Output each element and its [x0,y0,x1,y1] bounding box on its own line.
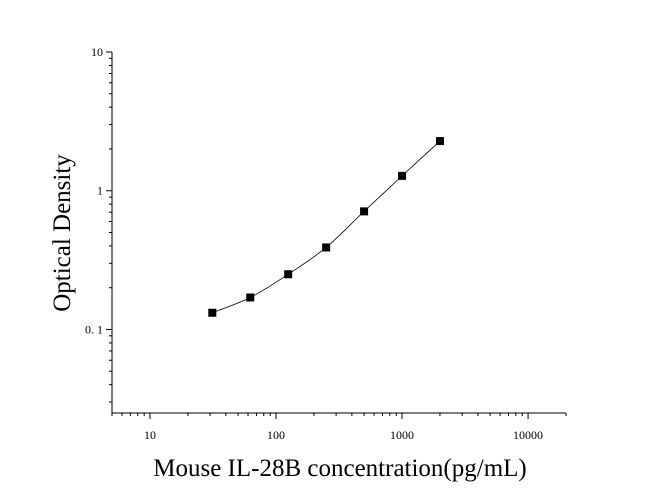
y-tick-label: 10 [91,45,103,59]
x-tick-label: 100 [267,428,285,442]
data-point [398,171,407,180]
data-point [322,243,331,252]
x-ticks: 10 100 1000 10000 [111,413,567,442]
x-tick-label: 10000 [513,428,543,442]
axes [111,52,566,414]
y-tick-label: 1 [97,184,103,198]
y-ticks: 0. 1 1 10 [85,45,112,403]
x-tick-label: 10 [144,428,156,442]
y-axis-title: Optical Density [49,154,76,312]
y-tick-label: 0. 1 [85,322,103,336]
data-point [208,308,217,317]
data-point [246,293,255,302]
data-point [435,137,444,146]
x-tick-label: 1000 [390,428,414,442]
fit-curve [212,140,441,314]
data-point [284,270,293,279]
x-axis-title: Mouse IL-28B concentration(pg/mL) [153,455,527,482]
data-point [360,207,369,216]
data-points [208,137,444,317]
